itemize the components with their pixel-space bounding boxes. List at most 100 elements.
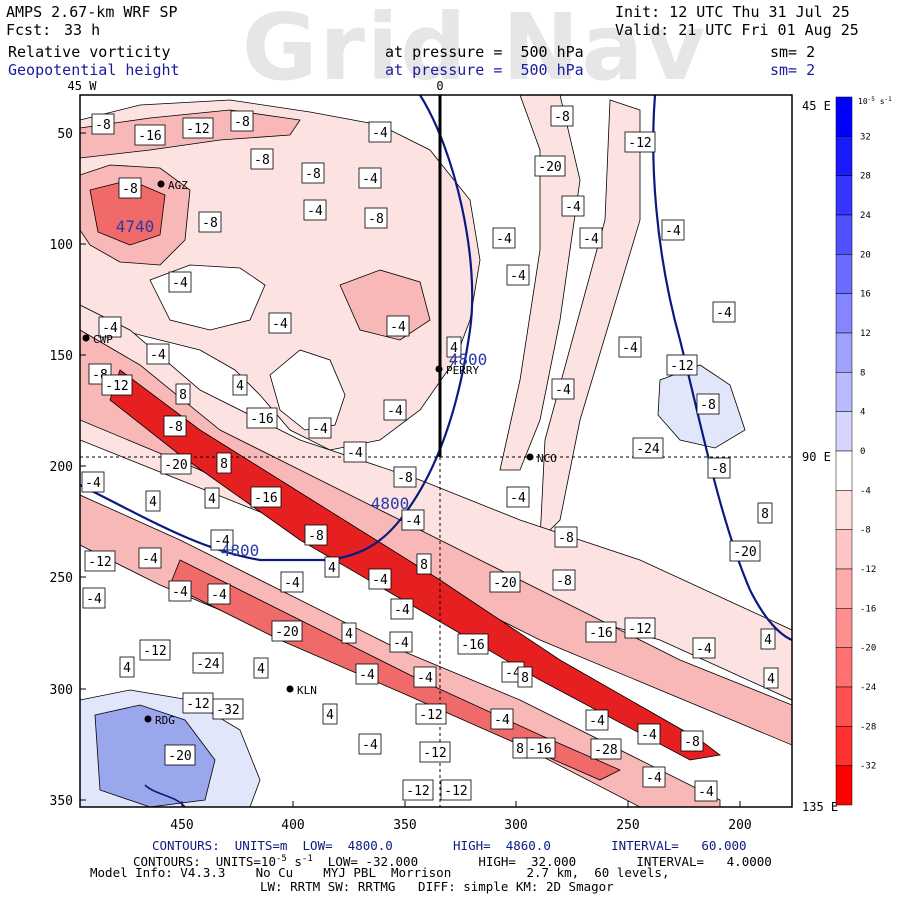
contour-label-box [304, 524, 328, 546]
contour-label-text: -28 [594, 743, 617, 758]
contour-label-box [182, 117, 214, 139]
contour-label-box [358, 733, 382, 755]
colorbar-label: -4 [860, 486, 871, 496]
contour-label-box [492, 227, 516, 249]
contour-label: -12 [415, 703, 447, 725]
contour-label: -4 [280, 571, 304, 593]
contour-label-box [210, 529, 234, 551]
contour-label: -4 [506, 486, 530, 508]
contour-label-box [554, 526, 578, 548]
contour-label-box [490, 708, 514, 730]
contour-label: 4 [253, 657, 269, 679]
contour-label-text: -16 [138, 129, 161, 144]
colorbar-label: -20 [860, 644, 876, 654]
height-label: 4800 [221, 541, 260, 560]
contour-label: -24 [632, 437, 664, 459]
contour-label-text: -4 [641, 728, 657, 743]
contour-label: -4 [383, 399, 407, 421]
lon-label-top: 45 W [68, 79, 98, 93]
colorbar-unit: 10-5 s-1 [858, 96, 892, 106]
contour-label-box [506, 486, 530, 508]
contour-label-box [368, 568, 392, 590]
x-tick-label: 250 [616, 818, 639, 833]
contour-label: -4 [413, 666, 437, 688]
colorbar-swatch [835, 214, 853, 255]
contour-label-box [402, 779, 434, 801]
contour-label: 4 [322, 703, 338, 725]
contour-label-box [84, 550, 116, 572]
contour-label-box [212, 698, 244, 720]
contour-label: -12 [624, 617, 656, 639]
colorbar-label: 12 [860, 329, 871, 339]
contour-label-text: -20 [164, 458, 187, 473]
contour-label-box [386, 315, 410, 337]
contour-label: -4 [368, 568, 392, 590]
colorbar-swatch [835, 450, 853, 491]
contour-label-box [415, 703, 447, 725]
contour-label-text: -12 [186, 122, 209, 137]
contour-label: -16 [246, 407, 278, 429]
contour-label-text: -8 [397, 471, 413, 486]
contour-label: -8 [550, 105, 574, 127]
variable-2: Geopotential height [8, 61, 180, 79]
contour-label: -8 [198, 211, 222, 233]
contour-label-text: -4 [555, 383, 571, 398]
contour-label: 4 [760, 628, 776, 650]
pressure-1: at pressure = 500 hPa [385, 43, 584, 61]
contour-label: -4 [386, 315, 410, 337]
contour-label-box [134, 124, 166, 146]
colorbar-label: -32 [860, 762, 876, 772]
contour-label-text: -8 [684, 735, 700, 750]
colorbar-label: -24 [860, 683, 876, 693]
colorbar-swatch [835, 175, 853, 216]
lon-label-right: 135 E [802, 800, 838, 814]
contour-label-text: -4 [372, 573, 388, 588]
contour-label-box [389, 631, 413, 653]
contour-label: -4 [401, 509, 425, 531]
contour-label-text: -12 [406, 784, 429, 799]
contour-label-box [216, 452, 232, 474]
contour-label-box [661, 219, 685, 241]
contour-label: -8 [304, 524, 328, 546]
contour-label-text: -12 [143, 644, 166, 659]
contour-label: -12 [84, 550, 116, 572]
contour-label-text: -4 [359, 668, 375, 683]
contour-label: -4 [694, 780, 718, 802]
contour-label-text: -8 [122, 182, 138, 197]
contour-label-text: -8 [368, 212, 384, 227]
contour-label-box [419, 741, 451, 763]
contour-label: -8 [707, 457, 731, 479]
contour-label-text: -4 [393, 636, 409, 651]
contour-label-text: -4 [589, 714, 605, 729]
contour-label-box [324, 556, 340, 578]
contour-label: -8 [163, 415, 187, 437]
colorbar-swatch [835, 254, 853, 294]
contour-label: -12 [666, 354, 698, 376]
contour-label-text: -20 [733, 545, 756, 560]
contour-label: 8 [216, 452, 232, 474]
contour-label-text: -12 [105, 379, 128, 394]
contour-label-text: -8 [305, 167, 321, 182]
y-tick-label: 50 [57, 127, 73, 142]
station-label: CWP [93, 333, 113, 346]
y-tick-label: 150 [50, 349, 73, 364]
contour-label-text: 4 [450, 341, 458, 356]
contour-label-text: -4 [387, 404, 403, 419]
contour-label-text: 4 [236, 379, 244, 394]
contour-label-text: -4 [102, 321, 118, 336]
sm-2: sm= 2 [770, 61, 816, 79]
colorbar-swatch [835, 529, 853, 570]
contour-label-box [303, 199, 327, 221]
contour-label-box [250, 148, 274, 170]
contour-label-text: -12 [186, 697, 209, 712]
contour-label: -28 [590, 738, 622, 760]
lon-label-top: 0 [436, 79, 443, 93]
contour-label: -12 [624, 131, 656, 153]
contour-label-box [585, 709, 609, 731]
contour-label-text: 4 [328, 561, 336, 576]
axes: 450 400 350 300 250 200 50 100 150 200 250 300 350 45… [50, 79, 839, 833]
height-labels: 4740 4800 4800 4800 [116, 217, 488, 560]
contour-label: -4 [207, 583, 231, 605]
contour-label-text: 4 [208, 492, 216, 507]
contour-label-box [341, 622, 357, 644]
